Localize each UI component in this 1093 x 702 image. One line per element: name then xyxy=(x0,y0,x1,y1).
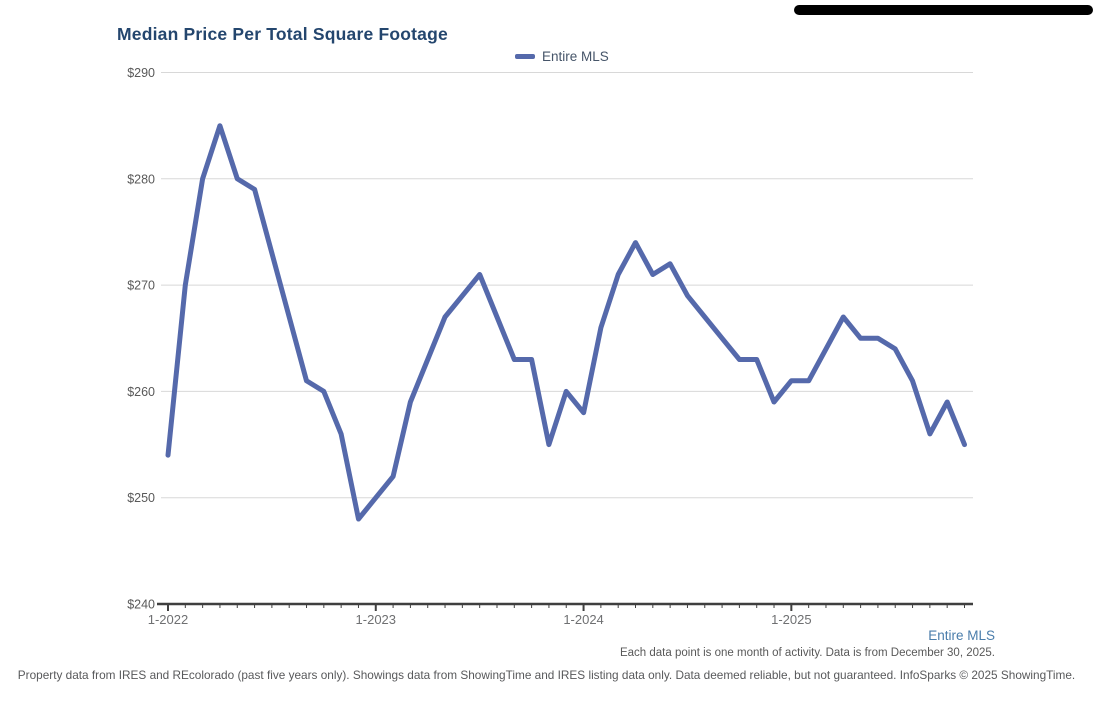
entire-mls-link[interactable]: Entire MLS xyxy=(928,628,995,643)
top-right-black-bar xyxy=(794,5,1093,15)
y-axis-label: $260 xyxy=(127,385,155,399)
legend-label: Entire MLS xyxy=(542,49,609,64)
data-note: Each data point is one month of activity… xyxy=(619,647,995,659)
x-axis-label: 1-2024 xyxy=(563,612,603,627)
y-axis-label: $240 xyxy=(127,598,155,612)
y-axis-label: $280 xyxy=(127,172,155,186)
x-axis-label: 1-2023 xyxy=(356,612,396,627)
series-line-entire-mls xyxy=(165,123,967,522)
y-axis-label: $250 xyxy=(127,491,155,505)
chart-legend: Entire MLS xyxy=(515,49,609,64)
x-axis-label: 1-2025 xyxy=(771,612,811,627)
y-axis-label: $270 xyxy=(127,279,155,293)
disclaimer-text: Property data from IRES and REcolorado (… xyxy=(17,668,1076,682)
y-axis-label: $290 xyxy=(127,66,155,80)
chart-title: Median Price Per Total Square Footage xyxy=(117,24,448,44)
x-axis-label: 1-2022 xyxy=(148,612,188,627)
legend-line-swatch-icon xyxy=(515,54,535,59)
